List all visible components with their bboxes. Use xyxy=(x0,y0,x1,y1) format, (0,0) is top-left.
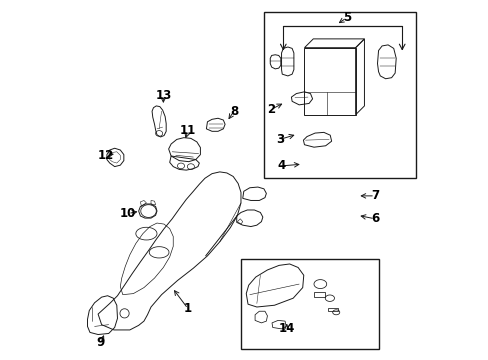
Text: 10: 10 xyxy=(120,207,136,220)
Bar xyxy=(264,13,415,178)
Text: 4: 4 xyxy=(277,159,285,172)
Text: 13: 13 xyxy=(155,89,171,102)
Text: 7: 7 xyxy=(370,189,378,202)
Bar xyxy=(241,259,378,349)
Text: 1: 1 xyxy=(183,302,192,315)
Text: 5: 5 xyxy=(342,11,350,24)
Text: 11: 11 xyxy=(180,124,196,137)
Text: 14: 14 xyxy=(278,322,294,335)
Text: 2: 2 xyxy=(266,103,274,116)
Text: 8: 8 xyxy=(229,105,238,118)
Text: 6: 6 xyxy=(370,212,378,225)
Text: 9: 9 xyxy=(96,337,104,350)
Text: 3: 3 xyxy=(275,133,283,146)
Text: 12: 12 xyxy=(98,149,114,162)
